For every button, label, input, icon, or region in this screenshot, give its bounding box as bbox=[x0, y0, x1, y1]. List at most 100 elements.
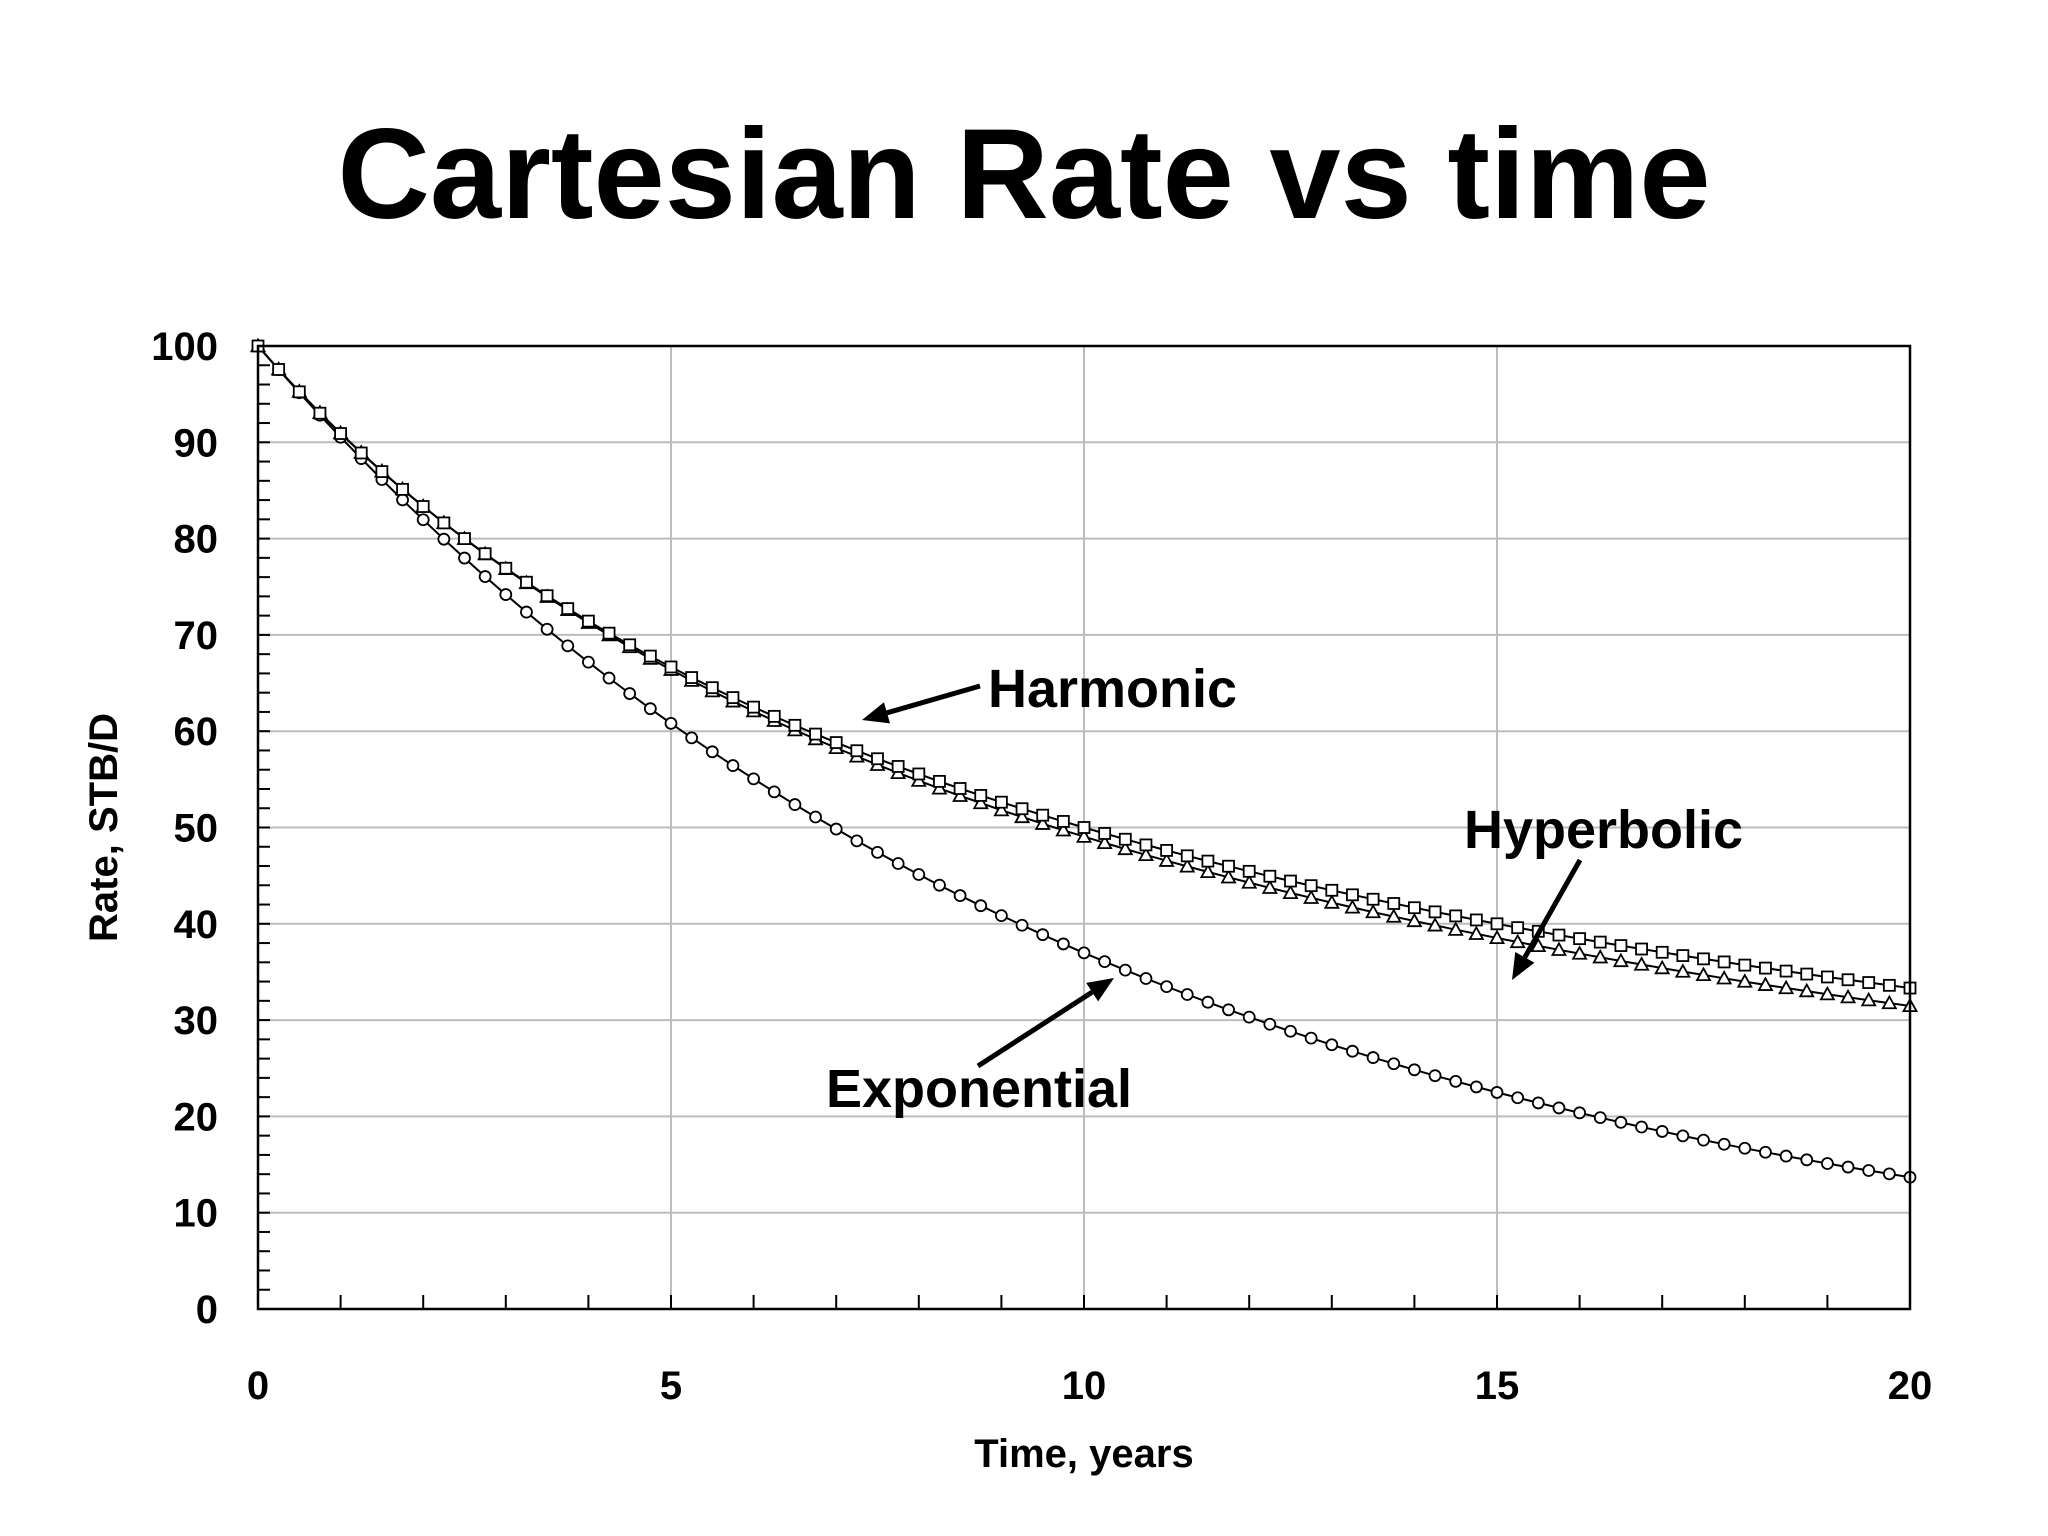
point-harmonic bbox=[1552, 928, 1566, 942]
point-exponential bbox=[1056, 937, 1070, 951]
point-exponential bbox=[1531, 1096, 1545, 1110]
point-exponential bbox=[478, 570, 492, 583]
point-harmonic bbox=[1449, 909, 1463, 923]
arrow-exponential bbox=[976, 978, 1114, 1069]
chart-title: Cartesian Rate vs time bbox=[337, 103, 1710, 246]
point-exponential bbox=[1821, 1157, 1834, 1170]
point-hyperbolic bbox=[1055, 821, 1072, 837]
point-harmonic bbox=[1593, 935, 1607, 949]
point-hyperbolic bbox=[1654, 959, 1671, 975]
point-harmonic bbox=[1098, 827, 1112, 840]
point-hyperbolic bbox=[1199, 863, 1216, 878]
point-harmonic bbox=[912, 767, 926, 781]
point-harmonic bbox=[1036, 808, 1050, 822]
point-harmonic bbox=[850, 744, 864, 758]
point-harmonic bbox=[871, 752, 884, 766]
point-exponential bbox=[1882, 1167, 1896, 1181]
y-tick-label-70: 70 bbox=[174, 614, 219, 658]
point-hyperbolic bbox=[1117, 840, 1134, 856]
point-hyperbolic bbox=[1096, 834, 1113, 850]
point-harmonic bbox=[499, 561, 513, 575]
point-exponential bbox=[1242, 1010, 1256, 1024]
point-hyperbolic bbox=[1282, 884, 1299, 899]
point-hyperbolic bbox=[1798, 982, 1815, 998]
y-tick-label-100: 100 bbox=[151, 325, 218, 369]
point-harmonic bbox=[747, 700, 760, 714]
point-harmonic bbox=[809, 727, 822, 741]
point-hyperbolic bbox=[1881, 994, 1898, 1010]
point-harmonic bbox=[561, 602, 575, 616]
point-harmonic bbox=[1304, 879, 1318, 893]
point-hyperbolic bbox=[1571, 945, 1588, 960]
point-hyperbolic bbox=[1860, 991, 1877, 1007]
tick-labels: 0 5 10 15 20 0 10 20 30 40 50 60 70 80 90 100 bbox=[151, 325, 1932, 1408]
point-exponential bbox=[1593, 1111, 1607, 1125]
point-exponential bbox=[1573, 1106, 1586, 1120]
point-hyperbolic bbox=[972, 794, 989, 810]
point-harmonic bbox=[1759, 961, 1772, 975]
point-harmonic bbox=[1077, 821, 1091, 834]
point-harmonic bbox=[396, 482, 409, 496]
point-exponential bbox=[623, 687, 637, 700]
point-exponential bbox=[396, 493, 409, 507]
point-exponential bbox=[933, 878, 946, 892]
x-tick-label-15: 15 bbox=[1475, 1364, 1520, 1408]
point-harmonic bbox=[953, 782, 967, 795]
point-hyperbolic bbox=[1406, 912, 1423, 928]
axis-ticks bbox=[257, 345, 1911, 1310]
point-harmonic bbox=[1222, 859, 1235, 873]
point-harmonic bbox=[1490, 917, 1504, 931]
point-hyperbolic bbox=[1757, 976, 1774, 991]
arrow-hyperbolic bbox=[1512, 858, 1583, 980]
point-hyperbolic bbox=[1716, 969, 1733, 985]
point-exponential bbox=[767, 785, 781, 799]
point-hyperbolic bbox=[1014, 808, 1031, 824]
point-harmonic bbox=[1862, 976, 1876, 989]
point-hyperbolic bbox=[952, 787, 969, 802]
point-exponential bbox=[1655, 1125, 1669, 1138]
point-harmonic bbox=[1614, 939, 1628, 952]
point-harmonic bbox=[313, 406, 327, 420]
point-exponential bbox=[499, 588, 513, 601]
point-exponential bbox=[1077, 946, 1091, 960]
x-tick-label-0: 0 bbox=[247, 1364, 269, 1408]
point-harmonic bbox=[1635, 942, 1648, 956]
point-exponential bbox=[953, 889, 967, 902]
point-exponential bbox=[1614, 1115, 1628, 1129]
point-hyperbolic bbox=[1303, 889, 1320, 904]
point-exponential bbox=[1366, 1051, 1380, 1064]
point-exponential bbox=[705, 745, 719, 759]
point-exponential bbox=[1036, 928, 1050, 942]
point-hyperbolic bbox=[1819, 985, 1836, 1001]
point-harmonic bbox=[767, 709, 781, 723]
point-hyperbolic bbox=[1034, 815, 1051, 830]
point-harmonic bbox=[1056, 815, 1070, 828]
point-harmonic bbox=[458, 532, 471, 545]
point-harmonic bbox=[1779, 964, 1793, 978]
point-hyperbolic bbox=[1365, 903, 1382, 919]
point-harmonic bbox=[292, 385, 306, 399]
point-harmonic bbox=[788, 718, 802, 732]
arrow-harmonic bbox=[862, 683, 981, 724]
point-harmonic bbox=[1655, 945, 1669, 959]
point-exponential bbox=[891, 857, 905, 870]
point-exponential bbox=[1676, 1129, 1690, 1143]
x-axis-label: Time, years bbox=[974, 1432, 1193, 1476]
point-hyperbolic bbox=[1075, 828, 1093, 843]
y-axis-label: Rate, STB/D bbox=[82, 713, 126, 942]
point-harmonic bbox=[1201, 854, 1215, 868]
point-harmonic bbox=[582, 614, 595, 628]
annotation-harmonic: Harmonic bbox=[988, 659, 1237, 719]
point-harmonic bbox=[705, 681, 719, 695]
point-exponential bbox=[458, 551, 471, 565]
point-harmonic bbox=[1800, 967, 1814, 981]
point-exponential bbox=[1717, 1137, 1731, 1151]
point-harmonic bbox=[1242, 864, 1256, 878]
point-hyperbolic bbox=[1612, 952, 1629, 968]
point-exponential bbox=[602, 671, 616, 685]
point-hyperbolic bbox=[1241, 874, 1258, 889]
point-harmonic bbox=[1841, 973, 1855, 987]
point-exponential bbox=[1325, 1038, 1339, 1052]
point-exponential bbox=[416, 513, 430, 527]
